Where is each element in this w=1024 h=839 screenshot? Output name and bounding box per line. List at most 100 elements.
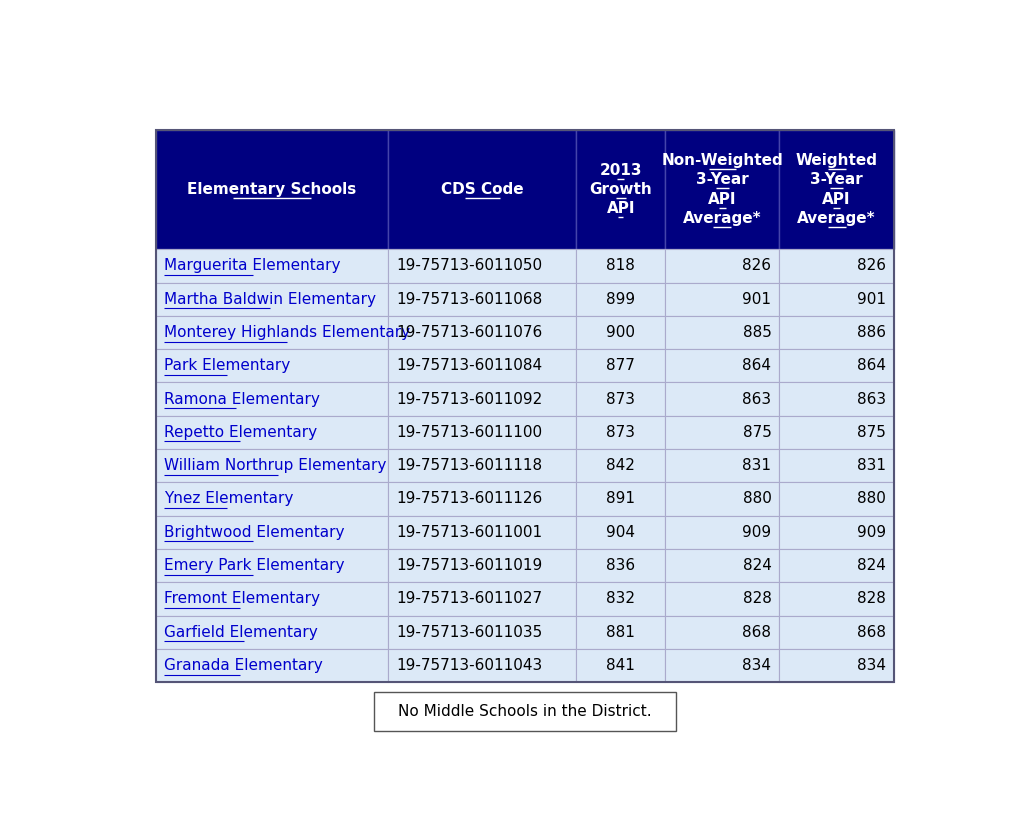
Bar	[665, 416, 779, 449]
Text: 826: 826	[857, 258, 886, 274]
Bar	[388, 383, 577, 416]
Bar	[665, 616, 779, 649]
Bar	[665, 249, 779, 283]
Text: Granada Elementary: Granada Elementary	[164, 658, 323, 673]
Bar	[577, 383, 665, 416]
Bar	[156, 283, 388, 315]
Text: Martha Baldwin Elementary: Martha Baldwin Elementary	[164, 292, 376, 307]
Text: 19-75713-6011100: 19-75713-6011100	[396, 425, 543, 440]
Bar	[388, 582, 577, 616]
Text: 909: 909	[742, 524, 771, 539]
Text: 881: 881	[606, 625, 635, 639]
Bar	[388, 482, 577, 516]
Text: 886: 886	[857, 325, 886, 340]
Bar	[577, 549, 665, 582]
Bar	[577, 616, 665, 649]
Text: Park Elementary: Park Elementary	[164, 358, 290, 373]
Text: Repetto Elementary: Repetto Elementary	[164, 425, 316, 440]
Bar	[577, 349, 665, 383]
Bar	[779, 130, 894, 249]
Bar	[665, 549, 779, 582]
Text: Average*: Average*	[798, 211, 876, 226]
Text: 864: 864	[857, 358, 886, 373]
Bar	[156, 130, 894, 682]
Bar	[156, 130, 388, 249]
Text: 909: 909	[857, 524, 886, 539]
Text: Marguerita Elementary: Marguerita Elementary	[164, 258, 340, 274]
Bar	[779, 283, 894, 315]
Bar	[577, 249, 665, 283]
Text: 828: 828	[742, 591, 771, 607]
Text: 19-75713-6011076: 19-75713-6011076	[396, 325, 543, 340]
Text: 3-Year: 3-Year	[810, 172, 863, 187]
Text: API: API	[708, 191, 736, 206]
Text: 875: 875	[742, 425, 771, 440]
Bar	[779, 482, 894, 516]
Text: No Middle Schools in the District.: No Middle Schools in the District.	[398, 704, 651, 719]
Text: 891: 891	[606, 492, 635, 507]
Bar	[156, 383, 388, 416]
Bar	[388, 649, 577, 682]
Text: 19-75713-6011043: 19-75713-6011043	[396, 658, 543, 673]
Bar	[388, 549, 577, 582]
Text: 832: 832	[606, 591, 635, 607]
Bar	[779, 549, 894, 582]
Text: Brightwood Elementary: Brightwood Elementary	[164, 524, 344, 539]
Text: 885: 885	[742, 325, 771, 340]
Bar	[577, 130, 665, 249]
Bar	[156, 315, 388, 349]
Text: 19-75713-6011118: 19-75713-6011118	[396, 458, 543, 473]
Bar	[156, 516, 388, 549]
Text: 863: 863	[742, 392, 771, 407]
Text: Average*: Average*	[683, 211, 762, 226]
Text: 880: 880	[857, 492, 886, 507]
Bar	[388, 349, 577, 383]
Text: 19-75713-6011092: 19-75713-6011092	[396, 392, 543, 407]
Bar	[665, 449, 779, 482]
Bar	[577, 649, 665, 682]
Bar	[156, 249, 388, 283]
Bar	[156, 349, 388, 383]
Bar	[779, 349, 894, 383]
Bar	[374, 692, 676, 731]
Text: 868: 868	[857, 625, 886, 639]
Text: 877: 877	[606, 358, 635, 373]
Text: CDS Code: CDS Code	[441, 182, 523, 197]
Bar	[388, 283, 577, 315]
Bar	[388, 616, 577, 649]
Text: Growth: Growth	[590, 182, 652, 197]
Text: 873: 873	[606, 392, 635, 407]
Bar	[577, 482, 665, 516]
Text: 19-75713-6011035: 19-75713-6011035	[396, 625, 543, 639]
Text: Elementary Schools: Elementary Schools	[187, 182, 356, 197]
Bar	[388, 249, 577, 283]
Bar	[577, 516, 665, 549]
Text: API: API	[606, 201, 635, 216]
Bar	[665, 649, 779, 682]
Bar	[577, 449, 665, 482]
Bar	[388, 416, 577, 449]
Bar	[577, 582, 665, 616]
Bar	[665, 516, 779, 549]
Bar	[779, 315, 894, 349]
Text: 875: 875	[857, 425, 886, 440]
Text: William Northrup Elementary: William Northrup Elementary	[164, 458, 386, 473]
Bar	[779, 582, 894, 616]
Bar	[665, 130, 779, 249]
Bar	[665, 283, 779, 315]
Text: Garfield Elementary: Garfield Elementary	[164, 625, 317, 639]
Text: 19-75713-6011050: 19-75713-6011050	[396, 258, 543, 274]
Bar	[779, 383, 894, 416]
Text: 900: 900	[606, 325, 635, 340]
Text: 834: 834	[742, 658, 771, 673]
Text: 19-75713-6011068: 19-75713-6011068	[396, 292, 543, 307]
Bar	[665, 383, 779, 416]
Text: Ynez Elementary: Ynez Elementary	[164, 492, 293, 507]
Text: 842: 842	[606, 458, 635, 473]
Text: 3-Year: 3-Year	[696, 172, 749, 187]
Text: Fremont Elementary: Fremont Elementary	[164, 591, 319, 607]
Text: 899: 899	[606, 292, 635, 307]
Bar	[779, 449, 894, 482]
Text: 868: 868	[742, 625, 771, 639]
Text: 873: 873	[606, 425, 635, 440]
